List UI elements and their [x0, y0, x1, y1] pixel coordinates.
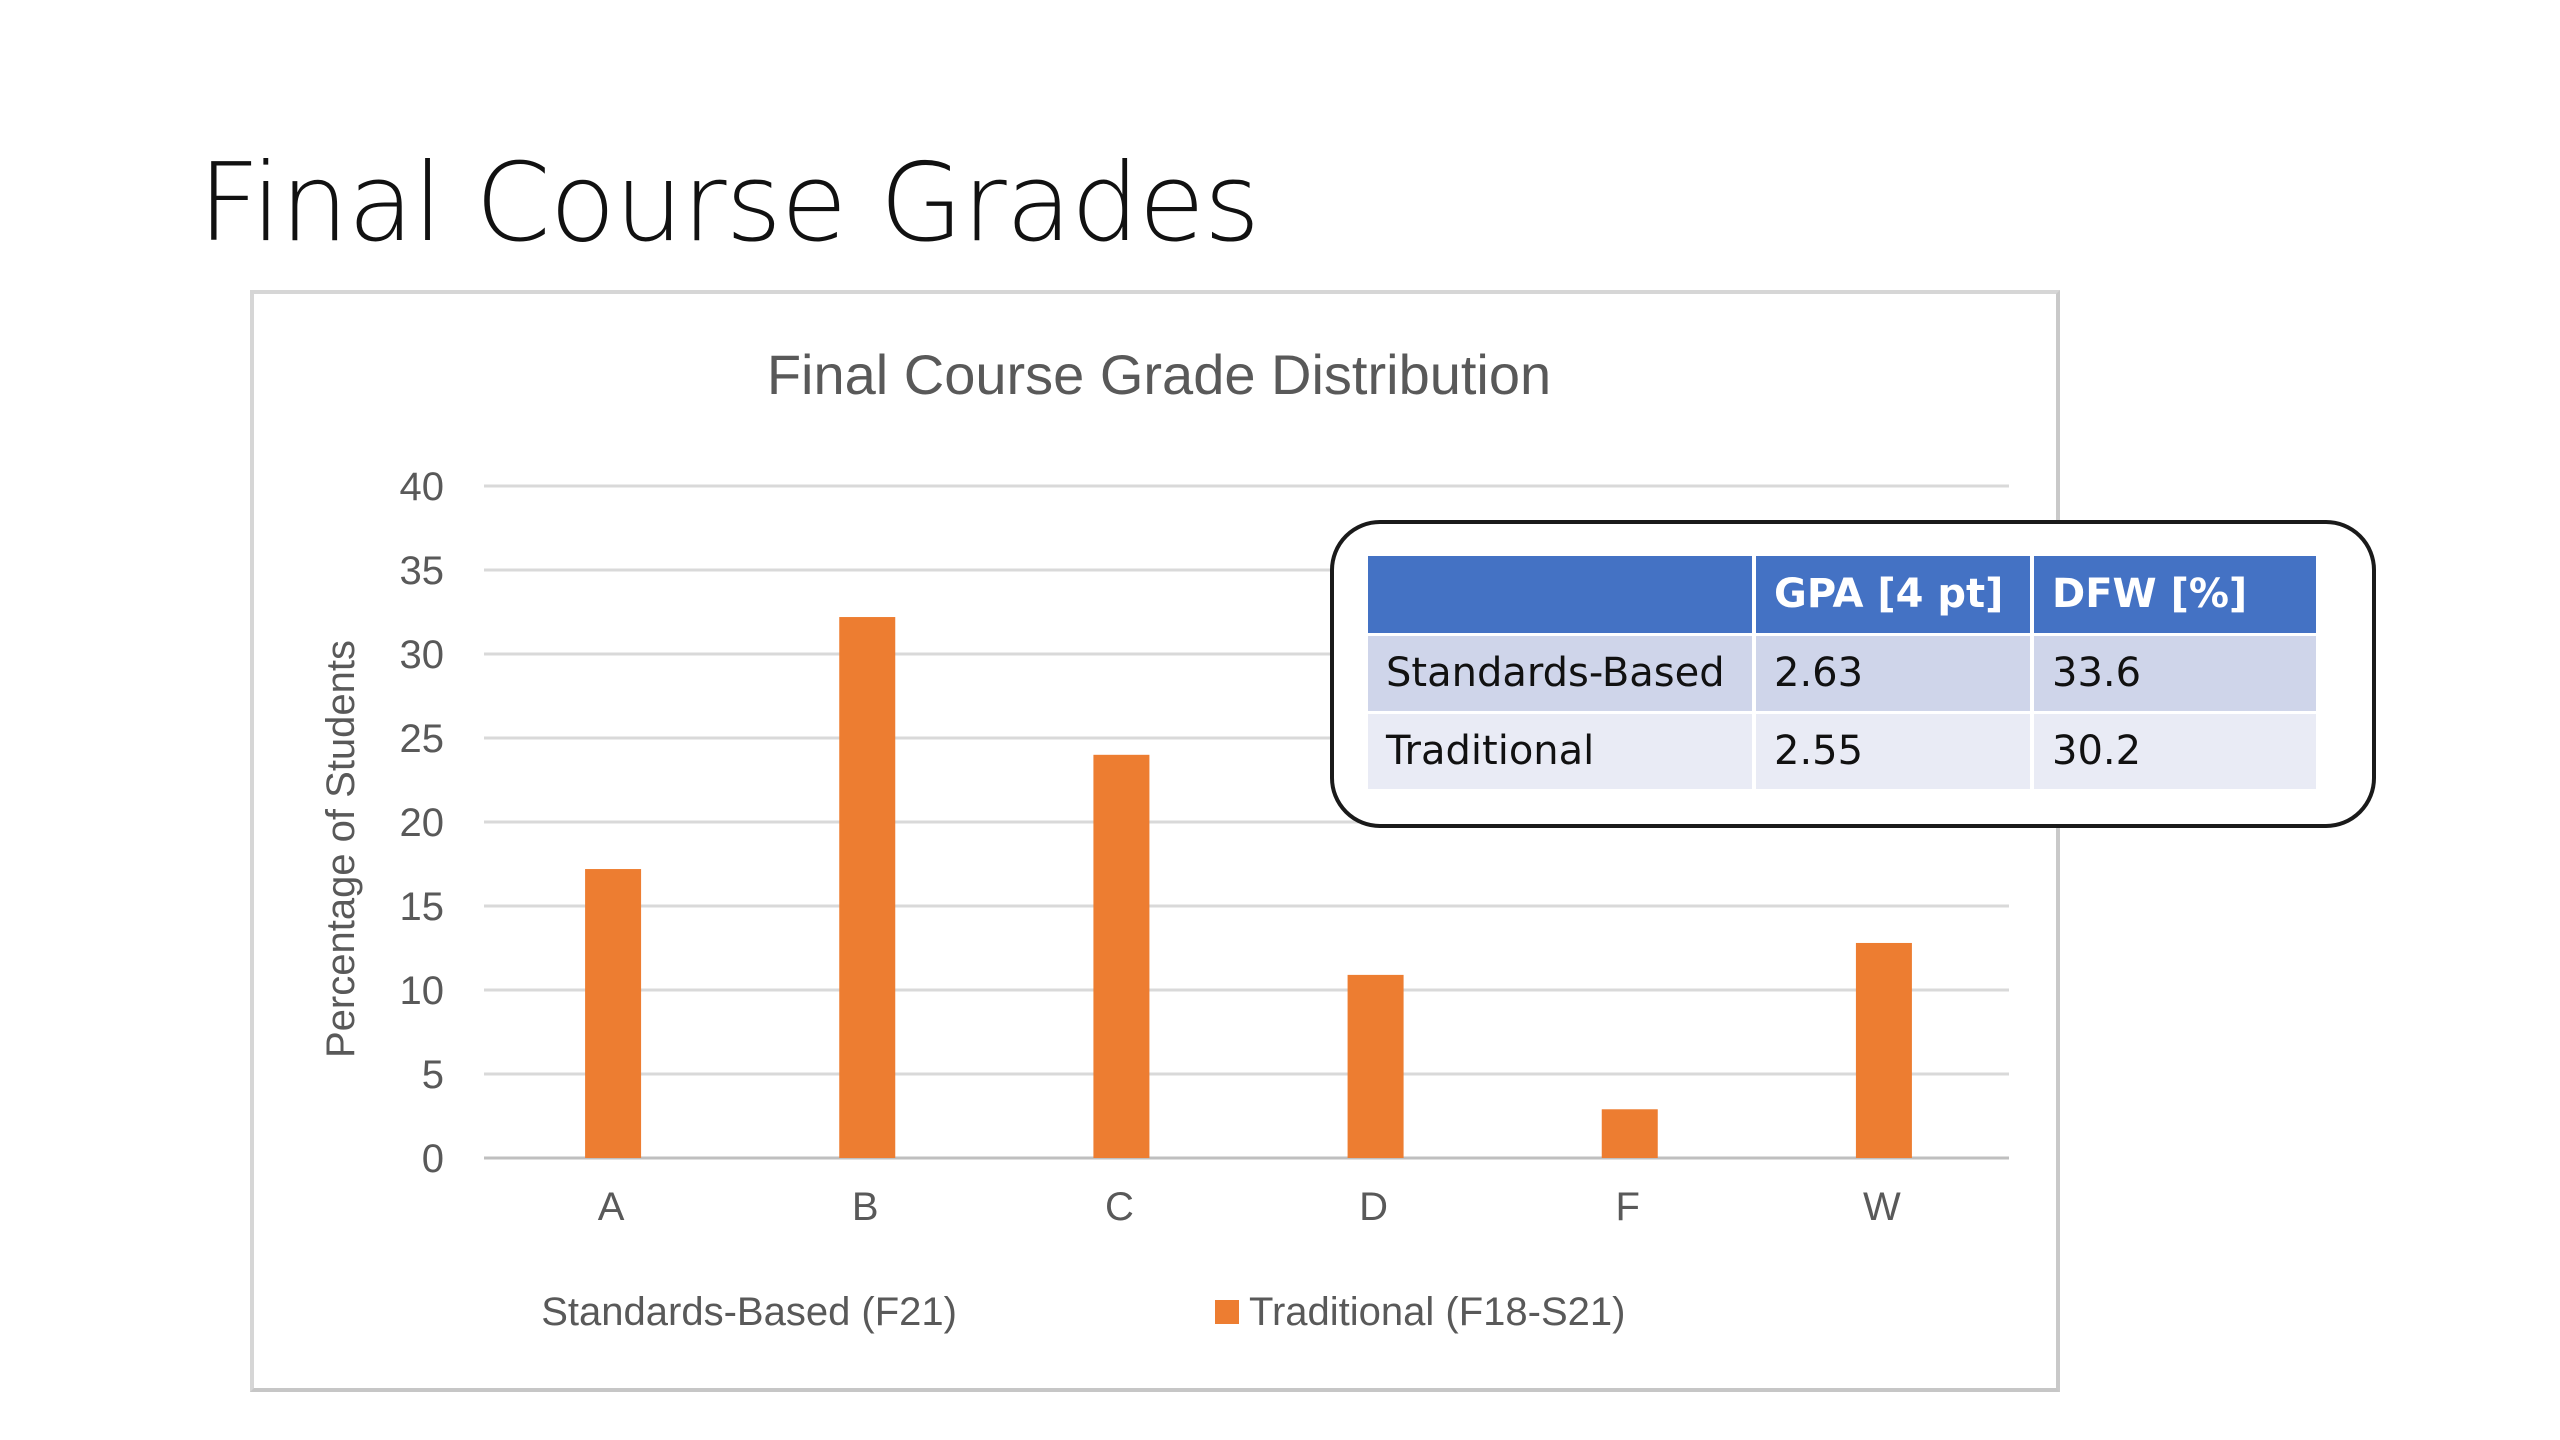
- bar-a: [585, 869, 642, 1158]
- stats-cell-dfw: 30.2: [2032, 712, 2320, 792]
- gridlines: [484, 484, 2009, 1160]
- x-tick-label: B: [852, 1185, 879, 1229]
- y-tick-label: 30: [400, 633, 445, 677]
- y-axis-label: Percentage of Students: [319, 640, 363, 1058]
- stats-cell-group: Traditional: [1368, 712, 1756, 792]
- y-tick-label: 25: [400, 717, 445, 761]
- stats-cell-dfw: 33.6: [2032, 634, 2320, 714]
- x-tick-label: D: [1359, 1185, 1388, 1229]
- bar-chart: Final Course Grade Distribution Percenta…: [319, 343, 2009, 1334]
- stats-header-dfw: DFW [%]: [2032, 556, 2320, 636]
- stats-table: GPA [4 pt] DFW [%] Standards-Based 2.63 …: [1368, 556, 2320, 792]
- stats-header-cell: [1368, 556, 1756, 636]
- y-tick-labels: 0 5 10 15 20 25 30 35 40: [400, 465, 445, 1181]
- bars: [585, 617, 1912, 1158]
- x-tick-label: C: [1105, 1185, 1134, 1229]
- y-tick-label: 15: [400, 885, 445, 929]
- stats-header-row: GPA [4 pt] DFW [%]: [1368, 556, 2320, 636]
- bar-b: [839, 617, 896, 1158]
- x-tick-label: F: [1616, 1185, 1640, 1229]
- y-tick-label: 5: [422, 1053, 444, 1097]
- stats-cell-gpa: 2.55: [1754, 712, 2034, 792]
- stats-header-gpa: GPA [4 pt]: [1754, 556, 2034, 636]
- y-tick-label: 35: [400, 549, 445, 593]
- bar-c: [1093, 754, 1150, 1158]
- bar-d: [1347, 974, 1404, 1158]
- y-tick-label: 20: [400, 801, 445, 845]
- stats-row-traditional: Traditional 2.55 30.2: [1368, 712, 2320, 792]
- legend-entry-standards-based: Standards-Based (F21): [541, 1290, 957, 1334]
- slide-title: Final Course Grades: [198, 141, 1260, 266]
- stats-row-standards-based: Standards-Based 2.63 33.6: [1368, 634, 2320, 714]
- bar-w: [1855, 942, 1912, 1158]
- legend-entry-traditional: Traditional (F18-S21): [1249, 1290, 1625, 1334]
- x-tick-label: W: [1863, 1185, 1901, 1229]
- stats-callout-box: GPA [4 pt] DFW [%] Standards-Based 2.63 …: [1330, 520, 2376, 828]
- chart-frame: Final Course Grade Distribution Percenta…: [250, 290, 2060, 1392]
- stats-cell-gpa: 2.63: [1754, 634, 2034, 714]
- x-tick-label: A: [598, 1185, 625, 1229]
- stats-cell-group: Standards-Based: [1368, 634, 1756, 714]
- y-tick-label: 0: [422, 1137, 444, 1181]
- bar-f: [1601, 1109, 1658, 1158]
- legend-swatch-traditional: [1215, 1300, 1239, 1324]
- chart-title: Final Course Grade Distribution: [767, 343, 1551, 406]
- legend: Standards-Based (F21) Traditional (F18-S…: [541, 1290, 1625, 1334]
- y-tick-label: 40: [400, 465, 445, 509]
- y-tick-label: 10: [400, 969, 445, 1013]
